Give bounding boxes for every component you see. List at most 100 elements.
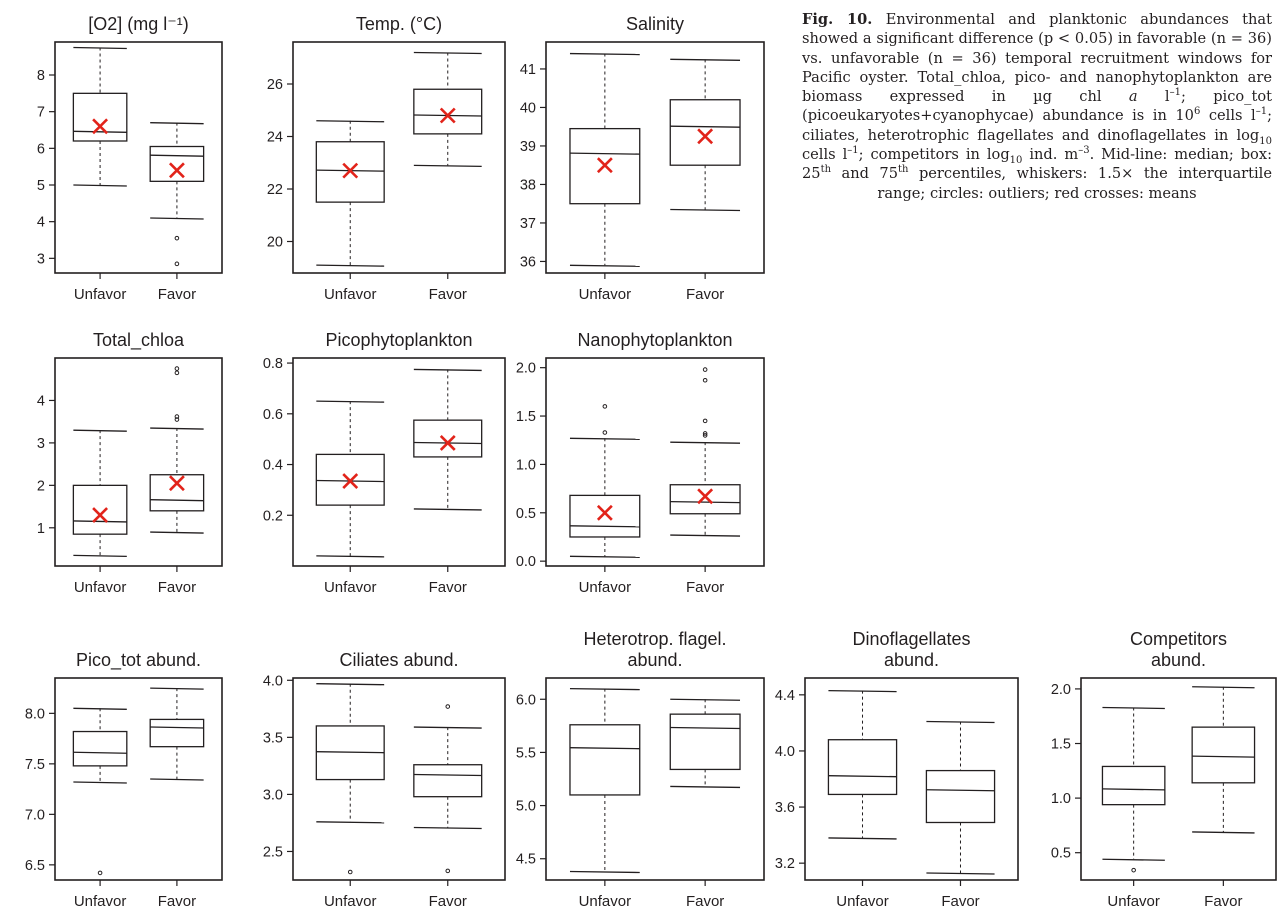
x-tick-label: Unfavor <box>74 579 127 596</box>
median-line <box>73 751 127 754</box>
plot-frame <box>292 677 506 881</box>
mean-marker <box>596 157 613 174</box>
iqr-box <box>569 494 641 538</box>
whisker-cap-max <box>1102 706 1165 710</box>
y-tick-label: 7 <box>37 105 45 121</box>
mean-cross-stroke <box>342 162 359 179</box>
y-tick-label: 5.5 <box>516 745 536 761</box>
whisker-cap-min <box>1102 858 1165 861</box>
iqr-box <box>149 474 205 512</box>
y-tick-label: 2.0 <box>516 361 536 377</box>
caption-run: –1 <box>1169 87 1181 99</box>
y-tick-label: 0.2 <box>263 508 283 524</box>
x-tick-label: Unfavor <box>579 893 632 910</box>
mean-marker <box>168 162 185 179</box>
panel-title: abund. <box>1151 650 1206 670</box>
x-tick-label: Favor <box>686 286 724 303</box>
x-tick-label: Favor <box>686 579 724 596</box>
mean-cross-stroke <box>697 488 714 505</box>
y-tick-label: 3 <box>37 436 45 452</box>
y-tick-label: 1.5 <box>516 409 536 425</box>
caption-run: –3 <box>1078 145 1090 157</box>
outlier-point <box>174 370 180 376</box>
caption-run: ; ciliates, heterotrophic flagellates an… <box>802 107 1272 144</box>
iqr-box <box>72 484 128 535</box>
whisker-cap-min <box>316 821 385 824</box>
outlier-point <box>347 869 353 875</box>
y-tick-label: 2.0 <box>1051 682 1071 698</box>
whisker-cap-min <box>569 264 640 267</box>
whisker-cap-min <box>828 837 897 840</box>
outlier-point <box>174 417 180 422</box>
y-tick-label: 4.0 <box>263 673 283 689</box>
mean-cross-stroke <box>342 473 359 489</box>
outlier-point <box>174 366 180 371</box>
y-tick-label: 0.8 <box>263 356 283 372</box>
y-tick-label: 0.0 <box>516 554 536 570</box>
y-tick-label: 24 <box>267 130 283 146</box>
caption-run: . Mid-line: median; box: 25 <box>802 146 1272 183</box>
panel-title: [O2] (mg l⁻¹) <box>88 14 189 34</box>
whisker-cap-min <box>926 872 995 875</box>
whisker-cap-max <box>316 683 385 686</box>
panel-title: abund. <box>627 650 682 670</box>
median-line <box>413 773 482 777</box>
y-tick-label: 0.6 <box>263 407 283 423</box>
caption-body: Environmental and planktonic abundances … <box>802 11 1272 202</box>
caption-run: cells l <box>1200 107 1256 125</box>
iqr-box <box>827 739 898 796</box>
iqr-box <box>669 713 741 771</box>
y-tick-label: 4.4 <box>775 688 795 704</box>
boxplot-panel: Total_chloa 1 2 3 4 Unfavor Favor <box>37 330 223 596</box>
whisker-cap-min <box>150 217 204 220</box>
mean-marker <box>342 162 359 179</box>
y-tick-label: 4.5 <box>516 852 536 868</box>
caption-run: cells l <box>802 146 848 164</box>
median-line <box>670 726 741 730</box>
caption-run: –1 <box>1255 106 1268 118</box>
y-tick-label: 3.5 <box>263 730 283 746</box>
mean-marker <box>697 128 714 145</box>
plot-frame <box>545 357 765 567</box>
whisker-cap-min <box>670 785 741 789</box>
mean-cross-stroke <box>439 435 456 451</box>
y-tick-label: 2 <box>37 478 45 494</box>
iqr-box <box>72 92 128 142</box>
y-tick-label: 3.0 <box>263 787 283 803</box>
panel-title: Dinoflagellates <box>852 629 970 649</box>
caption-run: 6 <box>1193 106 1201 118</box>
panel-title: Temp. (°C) <box>356 14 442 34</box>
iqr-box <box>149 718 205 748</box>
mean-cross-stroke <box>92 507 109 523</box>
whisker-cap-min <box>316 264 385 267</box>
y-tick-label: 40 <box>520 100 536 116</box>
figure-caption: Fig. 10. Environmental and planktonic ab… <box>802 10 1272 203</box>
outlier-point <box>702 418 708 424</box>
y-tick-label: 5 <box>37 178 45 194</box>
plot-frame <box>545 41 765 274</box>
whisker-cap-max <box>670 441 741 444</box>
outlier-point <box>702 433 708 438</box>
y-tick-label: 6.5 <box>25 858 45 874</box>
mean-marker <box>92 507 109 523</box>
y-tick-label: 26 <box>267 77 283 93</box>
whisker-cap-max <box>150 122 204 125</box>
mean-marker <box>697 488 714 505</box>
median-line <box>670 500 741 504</box>
iqr-box <box>413 419 483 458</box>
outlier-point <box>702 377 708 383</box>
y-tick-label: 7.5 <box>25 757 45 773</box>
mean-marker <box>92 118 109 135</box>
x-tick-label: Unfavor <box>324 893 377 910</box>
y-tick-label: 7.0 <box>25 807 45 823</box>
median-line <box>150 154 204 157</box>
plot-frame <box>804 677 1019 881</box>
x-tick-label: Favor <box>941 893 979 910</box>
median-line <box>316 751 385 754</box>
y-tick-label: 22 <box>267 182 283 198</box>
mean-marker <box>439 107 456 124</box>
plot-frame <box>1080 677 1277 881</box>
whisker-cap-max <box>316 400 385 403</box>
caption-run: and 75 <box>831 165 898 183</box>
